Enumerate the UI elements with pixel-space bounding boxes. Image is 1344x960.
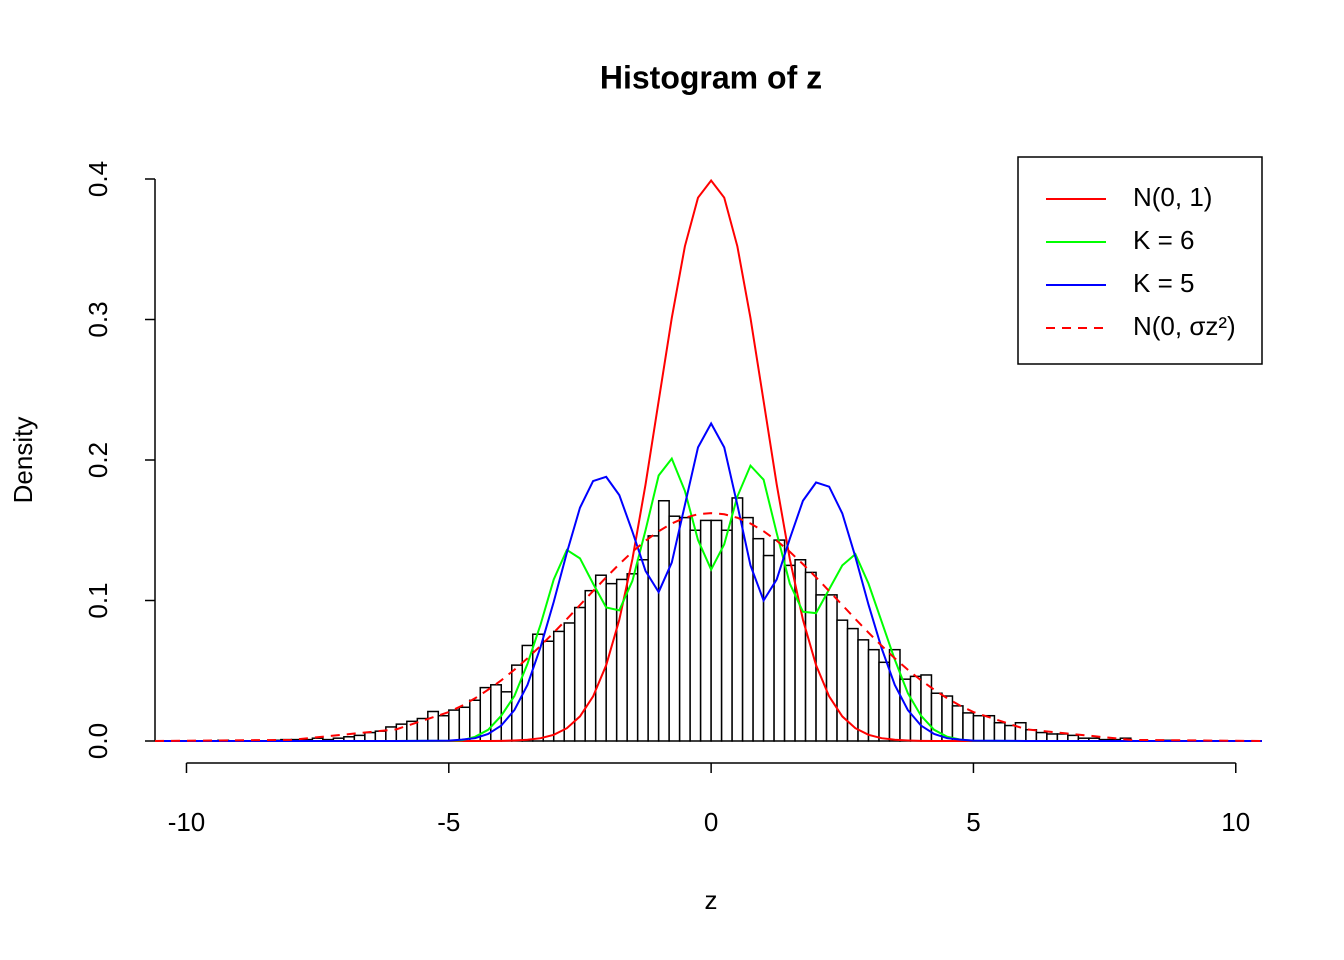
histogram-bar [720, 529, 733, 742]
histogram-bar [752, 537, 765, 742]
histogram-bar [1056, 733, 1069, 742]
y-axis-title: Density [8, 417, 38, 504]
density-line [154, 512, 1263, 742]
x-tick-label: 10 [1221, 807, 1250, 837]
histogram-bar [762, 554, 775, 742]
legend-label: K = 5 [1133, 268, 1194, 298]
histogram-bar [993, 721, 1006, 742]
histogram-bar [857, 639, 870, 742]
x-axis-title: z [705, 885, 718, 915]
histogram-bar [584, 589, 597, 742]
histogram-bar [972, 714, 985, 742]
histogram-bar [427, 710, 440, 742]
histogram-bar [647, 535, 660, 742]
histogram-bar [962, 712, 975, 742]
histogram-bar [878, 661, 891, 742]
histogram-bar [552, 630, 565, 742]
y-tick-label: 0.1 [83, 582, 113, 618]
legend-label: N(0, 1) [1133, 182, 1212, 212]
histogram-bar [836, 619, 849, 742]
legend: N(0, 1) K = 6 K = 5 N(0, σz²) [1017, 156, 1263, 365]
density-line [155, 421, 1262, 742]
histogram-bar [846, 627, 859, 742]
histogram-bar [490, 684, 503, 742]
histogram-bar [657, 499, 670, 742]
histogram-bar [448, 709, 461, 742]
histogram-bar [951, 705, 964, 742]
histogram-bar [678, 516, 691, 742]
histogram-bar [1046, 733, 1059, 742]
y-tick-label: 0.4 [83, 161, 113, 197]
y-tick-label: 0.3 [83, 301, 113, 337]
histogram-bar [888, 648, 901, 742]
histogram-bar [1025, 729, 1038, 742]
histogram-bar [867, 648, 880, 742]
histogram-bar [626, 573, 639, 742]
density-line [155, 456, 1262, 742]
histogram-bar [364, 731, 377, 742]
legend-box [1017, 156, 1263, 365]
histogram-bar [374, 730, 387, 742]
x-tick-label: -10 [168, 807, 206, 837]
histogram-bar [458, 706, 471, 742]
legend-label: N(0, σz²) [1133, 311, 1236, 341]
legend-label: K = 6 [1133, 225, 1194, 255]
x-tick-label: 5 [966, 807, 980, 837]
histogram-bar [542, 640, 555, 742]
histogram-bar [416, 717, 429, 742]
histogram-bar [983, 714, 996, 742]
histogram-bar [689, 529, 702, 742]
histogram-bar [531, 633, 544, 742]
histogram-bar [731, 497, 744, 742]
histogram-bar [1004, 724, 1017, 742]
histogram-bar [825, 594, 838, 742]
histogram-bar [437, 714, 450, 742]
x-tick-label: -5 [437, 807, 460, 837]
density-line [155, 178, 1262, 742]
histogram-bar [594, 574, 607, 742]
x-tick-label: 0 [704, 807, 718, 837]
histogram-bar [636, 559, 649, 742]
y-tick-label: 0.2 [83, 442, 113, 478]
histogram-bar [1035, 731, 1048, 742]
histogram-bar [699, 519, 712, 742]
y-tick-label: 0.0 [83, 723, 113, 759]
chart-title: Histogram of z [600, 59, 822, 95]
